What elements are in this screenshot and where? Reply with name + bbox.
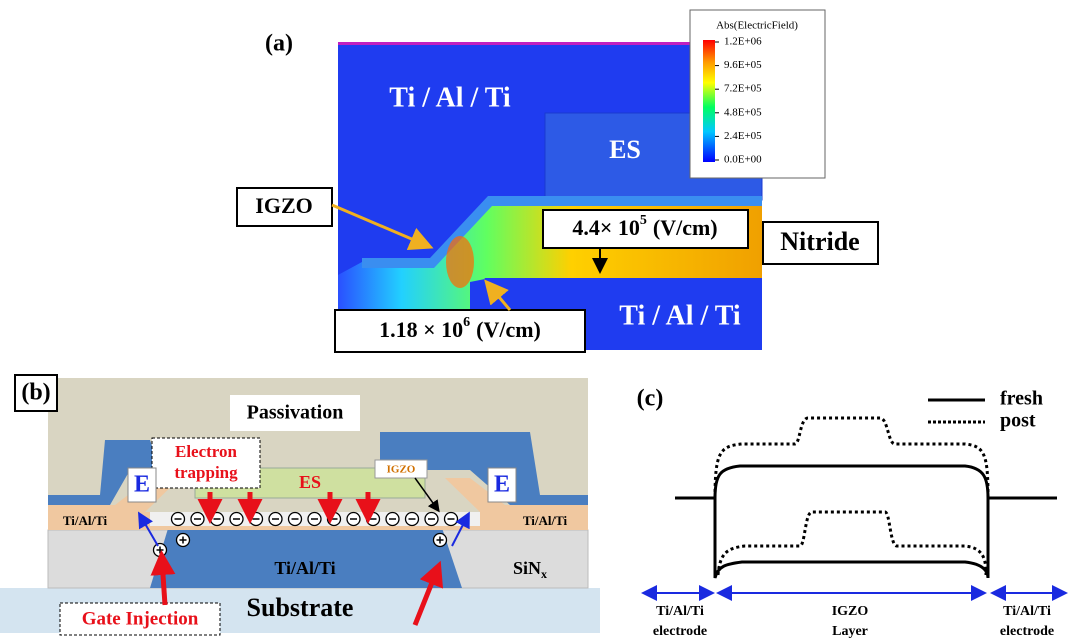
hot-spot [446, 236, 474, 288]
region-label: ES [609, 135, 641, 164]
layer-label: Substrate [247, 593, 354, 622]
region-label: Ti/Al/Ti [656, 604, 704, 619]
panel-a: (a) Ti / Al / Ti ES Ti / Al / Ti IGZO 4.… [237, 10, 878, 352]
annotation: trapping [174, 463, 238, 482]
callout-label: Nitride [780, 227, 859, 256]
callout-label: IGZO [255, 193, 312, 218]
annotation: Gate Injection [82, 608, 199, 629]
region-label: electrode [1000, 624, 1054, 639]
colorbar-tick-label: 2.4E+05 [724, 130, 762, 142]
post-band [715, 418, 988, 575]
region-label: Ti / Al / Ti [619, 300, 741, 331]
colorbar: Abs(ElectricField) 1.2E+06 9.6E+05 7.2E+05… [690, 10, 825, 178]
panel-label: (b) [21, 380, 50, 406]
region-label: Ti/Al/Ti [1003, 604, 1051, 619]
legend-label: fresh [1000, 388, 1043, 410]
layer-label: ES [299, 472, 321, 492]
layer-label: Ti/Al/Ti [523, 513, 568, 528]
legend-label: post [1000, 410, 1036, 432]
colorbar-tick-label: 1.2E+06 [724, 36, 762, 48]
panel-label: (a) [265, 31, 293, 57]
field-label: E [494, 472, 510, 498]
layer-label: Ti/Al/Ti [274, 558, 335, 578]
region-label: electrode [653, 624, 707, 639]
layer-label: Passivation [247, 402, 344, 424]
region-label: IGZO [832, 604, 869, 619]
colorbar-title: Abs(ElectricField) [716, 20, 798, 32]
colorbar-tick-label: 4.8E+05 [724, 106, 762, 118]
figure: (a) Ti / Al / Ti ES Ti / Al / Ti IGZO 4.… [0, 0, 1070, 643]
colorbar-tick-label: 7.2E+05 [724, 83, 762, 95]
panel-label: (c) [637, 386, 664, 412]
region-label: Layer [832, 624, 868, 639]
colorbar-gradient [703, 40, 715, 162]
panel-c: (c) fresh post Ti/Al/Ti electrode IGZO Laye… [637, 386, 1064, 640]
layer-label: Ti/Al/Ti [63, 513, 108, 528]
region-label: Ti / Al / Ti [389, 82, 511, 113]
layer-label: IGZO [387, 464, 416, 476]
colorbar-tick-label: 9.6E+05 [724, 59, 762, 71]
field-label: E [134, 472, 150, 498]
fresh-band [675, 466, 1057, 578]
annotation: Electron [175, 442, 238, 461]
colorbar-tick-label: 0.0E+00 [724, 154, 762, 166]
panel-b: (b) Passivation Electron trapping ES IGZ… [0, 375, 600, 635]
callout-label: 1.18 × 106(V/cm) [379, 315, 541, 342]
